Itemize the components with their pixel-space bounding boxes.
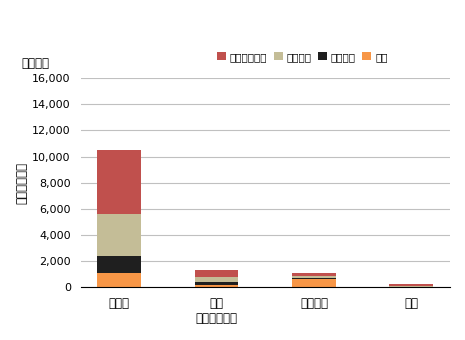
Bar [97, 214, 141, 256]
Bar [97, 273, 141, 287]
Bar [195, 270, 239, 277]
Bar [97, 150, 141, 214]
Bar [292, 279, 336, 287]
Y-axis label: 費用の推定値: 費用の推定値 [15, 162, 28, 204]
Bar [195, 282, 239, 285]
Text: （億円）: （億円） [21, 57, 49, 70]
Bar [292, 273, 336, 275]
Bar [292, 275, 336, 278]
Bar [292, 278, 336, 279]
Legend: 中間貴蔵施設, 仮置き場, 保管容器, 除染: 中間貴蔵施設, 仮置き場, 保管容器, 除染 [213, 48, 392, 66]
Bar [389, 284, 433, 287]
Bar [195, 277, 239, 282]
Bar [195, 285, 239, 287]
Bar [97, 256, 141, 273]
